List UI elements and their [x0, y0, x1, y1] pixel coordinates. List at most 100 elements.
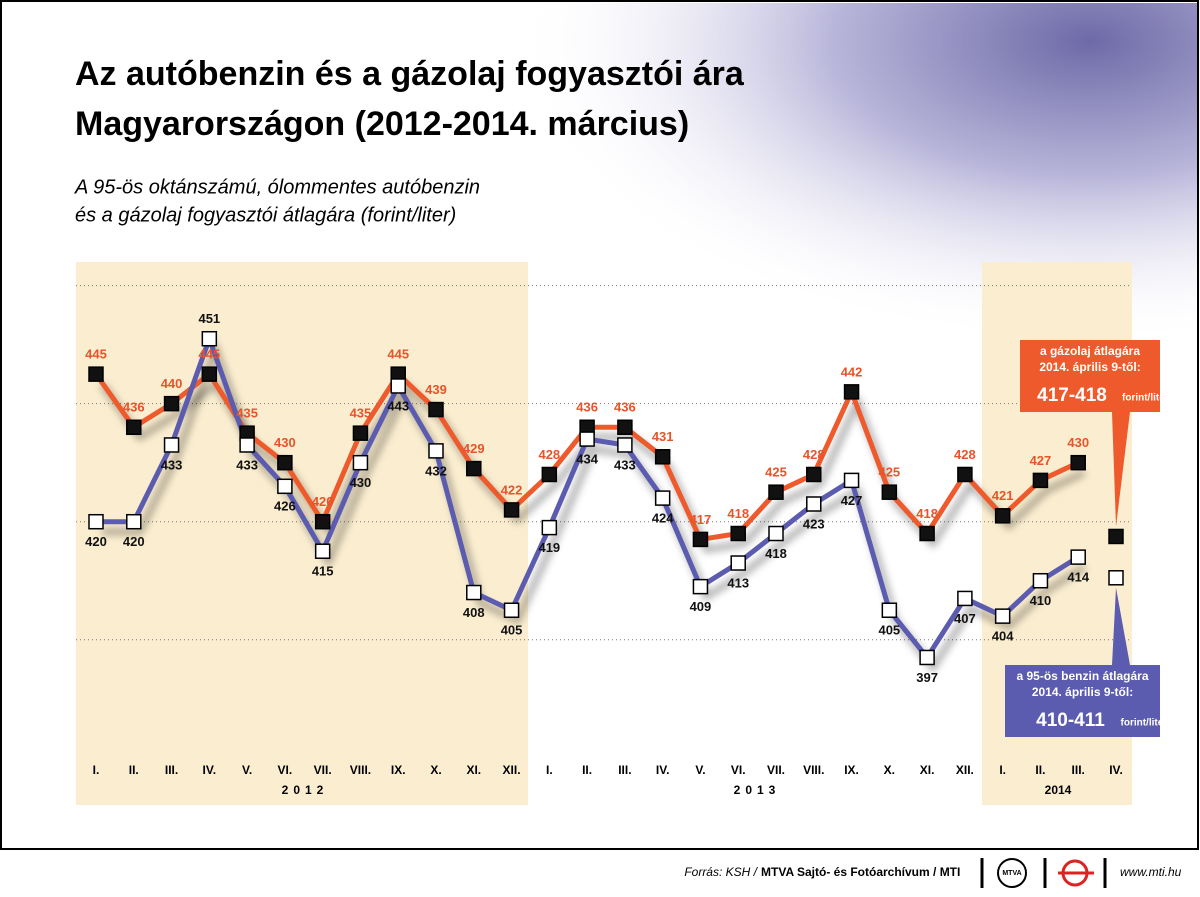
- point-marker: [806, 466, 822, 483]
- point-marker: [277, 454, 293, 471]
- point-marker: [390, 378, 406, 394]
- callout-pointer: [1112, 587, 1130, 665]
- data-label: 419: [538, 540, 560, 555]
- x-tick-label: III.: [165, 763, 178, 777]
- point-marker: [163, 437, 180, 453]
- point-marker: [730, 555, 746, 571]
- source-prefix: Forrás: KSH /: [684, 865, 758, 879]
- x-tick-label: I.: [999, 763, 1006, 777]
- x-tick-label: II.: [129, 763, 139, 777]
- x-tick-label: X.: [430, 763, 441, 777]
- point-marker: [88, 366, 104, 382]
- data-label: 428: [538, 447, 560, 462]
- year-label: 2013: [734, 783, 781, 797]
- x-tick-label: IV.: [203, 763, 217, 777]
- callout-box: [1020, 340, 1160, 412]
- callout-unit: forint/liter: [1121, 718, 1168, 729]
- callout-text: a 95-ös benzin átlagára: [1016, 669, 1148, 683]
- point-marker: [957, 466, 973, 483]
- point-marker: [881, 602, 898, 618]
- point-marker: [654, 449, 671, 465]
- data-label: 423: [803, 516, 825, 531]
- x-tick-label: V.: [695, 763, 705, 777]
- data-label: 410: [1030, 593, 1052, 608]
- point-marker: [843, 472, 860, 489]
- point-marker: [1070, 454, 1086, 471]
- callout-range: 410-411: [1036, 710, 1105, 731]
- point-marker: [503, 602, 520, 618]
- point-marker: [352, 454, 369, 471]
- data-label: 415: [312, 564, 334, 579]
- x-tick-label: I.: [546, 763, 553, 777]
- data-label: 405: [878, 623, 900, 638]
- data-label: 445: [85, 347, 107, 362]
- title-line: Az autóbenzin és a gázolaj fogyasztói ár…: [75, 55, 745, 93]
- data-label: 451: [198, 311, 220, 326]
- subtitle-line: A 95-ös oktánszámú, ólommentes autóbenzi…: [74, 176, 480, 198]
- x-tick-label: VIII.: [803, 763, 824, 777]
- point-marker: [201, 330, 218, 347]
- point-marker: [126, 419, 142, 436]
- point-marker: [541, 466, 558, 483]
- data-label: 430: [350, 475, 372, 490]
- point-marker: [617, 437, 633, 453]
- callout-range: 417-418: [1037, 385, 1107, 406]
- data-label: 427: [1030, 453, 1052, 468]
- x-tick-label: IX.: [391, 763, 406, 777]
- data-label: 421: [992, 488, 1014, 503]
- point-marker: [1070, 549, 1086, 565]
- data-label: 426: [274, 499, 296, 514]
- point-marker: [428, 443, 444, 459]
- point-marker: [352, 425, 369, 441]
- shade-2012: [76, 262, 528, 805]
- point-marker: [466, 460, 482, 477]
- x-tick-label: V.: [242, 763, 252, 777]
- point-marker: [126, 513, 142, 530]
- subtitle-line: és a gázolaj fogyasztói átlagára (forint…: [75, 204, 456, 226]
- point-marker: [692, 578, 709, 595]
- data-label: 427: [841, 493, 863, 508]
- forecast-marker: [1108, 570, 1124, 586]
- callout-text: 2014. április 9-től:: [1039, 360, 1140, 374]
- data-label: 409: [690, 599, 712, 614]
- x-tick-label: II.: [582, 763, 592, 777]
- callout-unit: forint/liter: [1122, 393, 1169, 404]
- data-label: 436: [576, 400, 598, 415]
- data-label: 433: [614, 457, 636, 472]
- point-marker: [579, 431, 595, 447]
- data-label: 417: [690, 512, 712, 527]
- year-label: 2014: [1045, 783, 1072, 797]
- forecast-marker: [1108, 528, 1124, 545]
- data-label: 428: [954, 447, 976, 462]
- point-marker: [730, 525, 746, 542]
- data-label: 420: [312, 494, 334, 509]
- data-label: 418: [727, 506, 749, 521]
- point-marker: [1032, 472, 1049, 489]
- point-marker: [201, 366, 218, 382]
- data-label: 443: [387, 398, 409, 413]
- point-marker: [503, 502, 520, 518]
- data-label: 435: [350, 406, 372, 421]
- data-label: 422: [501, 482, 523, 497]
- logo-text: MTVA: [1002, 870, 1021, 877]
- data-label: 440: [161, 376, 183, 391]
- point-marker: [843, 384, 860, 400]
- data-label: 430: [1067, 435, 1089, 450]
- callout-box: [1005, 665, 1160, 737]
- x-tick-label: XI.: [466, 763, 481, 777]
- year-label: 2012: [282, 783, 329, 797]
- x-tick-label: VIII.: [350, 763, 371, 777]
- x-tick-label: VI.: [731, 763, 746, 777]
- point-marker: [314, 513, 331, 530]
- data-label: 414: [1067, 570, 1089, 585]
- point-marker: [314, 543, 331, 559]
- data-label: 435: [236, 406, 258, 421]
- x-tick-label: XI.: [920, 763, 935, 777]
- point-marker: [541, 519, 558, 536]
- data-label: 436: [614, 400, 636, 415]
- data-label: 445: [387, 347, 409, 362]
- x-tick-label: I.: [93, 763, 100, 777]
- data-label: 445: [198, 347, 220, 362]
- data-label: 439: [425, 382, 447, 397]
- point-marker: [957, 590, 973, 607]
